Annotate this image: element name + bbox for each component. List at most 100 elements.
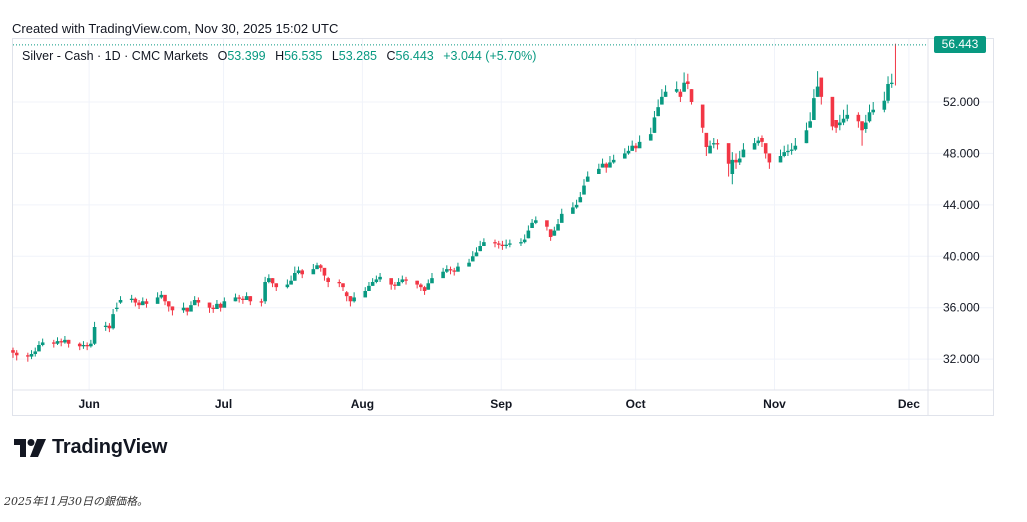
candle-body — [715, 143, 720, 145]
candle-body — [478, 246, 482, 252]
candle-body — [352, 297, 356, 302]
candle-body — [860, 121, 864, 131]
candle-body — [711, 143, 716, 145]
image-caption: 2025年11月30日の銀価格。 — [4, 495, 148, 508]
candle-body — [578, 197, 583, 203]
candle-body — [133, 298, 138, 303]
candle-body — [300, 270, 305, 275]
candle-body — [660, 96, 664, 105]
candle-body — [863, 122, 868, 129]
tradingview-brand-name: TradingView — [52, 436, 168, 458]
candle-body — [103, 325, 108, 327]
candle-body — [77, 343, 82, 347]
candle-body — [415, 280, 419, 285]
candle-body — [51, 342, 56, 344]
candle-body — [867, 112, 872, 122]
candle-body — [144, 301, 149, 304]
candle-body — [678, 91, 683, 97]
candle-body — [782, 152, 787, 156]
candle-body — [26, 355, 30, 357]
candle-body — [556, 224, 560, 231]
candle-body — [793, 145, 798, 150]
candle-body — [218, 303, 223, 308]
candle-body — [756, 140, 761, 144]
candle-body — [166, 301, 171, 307]
tradingview-logo-icon — [14, 438, 46, 457]
candle-body — [341, 283, 345, 288]
candle-body — [322, 267, 327, 276]
candle-body — [815, 86, 820, 97]
close-label: C — [386, 49, 396, 63]
candle-body — [367, 285, 371, 291]
candle-body — [163, 294, 167, 302]
high-value: 56.535 — [284, 49, 323, 63]
candle-body — [363, 291, 368, 298]
candle-body — [189, 305, 193, 312]
candle-body — [474, 252, 479, 257]
candle-body — [730, 159, 735, 174]
candle-body — [663, 91, 668, 97]
candle-body — [337, 282, 342, 284]
candle-body — [582, 185, 586, 195]
candle-body — [808, 121, 812, 128]
candle-body — [500, 244, 505, 246]
candle-body — [85, 345, 89, 347]
candle-body — [767, 153, 772, 163]
candle-body — [519, 242, 523, 244]
candle-body — [374, 279, 379, 282]
candle-body — [819, 77, 824, 97]
candle-body — [726, 143, 731, 164]
candle-body — [571, 207, 575, 214]
candle-body — [545, 220, 549, 227]
candle-body — [274, 283, 279, 288]
candle-body — [37, 345, 41, 352]
candle-body — [207, 302, 212, 308]
candle-body — [734, 159, 738, 163]
candle-body — [396, 282, 401, 286]
candle-body — [292, 273, 297, 281]
candle-body — [59, 341, 64, 343]
candle-body — [493, 242, 497, 244]
candle-body — [526, 230, 531, 239]
candle-body — [622, 153, 627, 159]
candle-body — [552, 230, 557, 236]
y-tick-label: 48.000 — [943, 146, 980, 160]
candle-body — [763, 143, 768, 154]
candle-body — [378, 276, 382, 280]
y-tick-label: 32.000 — [943, 352, 980, 366]
candle-body — [92, 327, 97, 344]
candle-body — [118, 300, 123, 303]
candle-body — [533, 220, 538, 223]
candle-body — [778, 156, 783, 163]
candle-body — [63, 339, 67, 343]
candle-body — [441, 271, 445, 279]
candle-body — [760, 138, 764, 142]
candle-body — [326, 278, 330, 282]
candle-body — [155, 297, 160, 304]
candle-body — [445, 269, 449, 272]
x-tick-label: Nov — [763, 397, 786, 411]
candle-body — [689, 89, 694, 102]
candle-body — [845, 114, 850, 119]
candle-body — [426, 283, 431, 290]
candle-body — [185, 307, 190, 312]
candle-body — [482, 242, 486, 246]
candle-body — [89, 343, 93, 347]
x-tick-label: Oct — [626, 397, 646, 411]
candle-body — [344, 292, 349, 297]
candle-body — [159, 294, 164, 298]
candle-body — [752, 143, 757, 150]
candle-body — [470, 256, 475, 262]
candle-body — [834, 120, 838, 128]
candle-body — [14, 352, 19, 356]
candle-body — [111, 314, 115, 329]
candle-body — [830, 96, 835, 127]
high-label: H — [275, 49, 285, 63]
candle-body — [192, 300, 197, 306]
candle-body — [630, 145, 634, 151]
candle-body — [270, 278, 275, 284]
candle-body — [267, 278, 271, 282]
candle-body — [452, 270, 457, 272]
candle-body — [856, 114, 861, 122]
